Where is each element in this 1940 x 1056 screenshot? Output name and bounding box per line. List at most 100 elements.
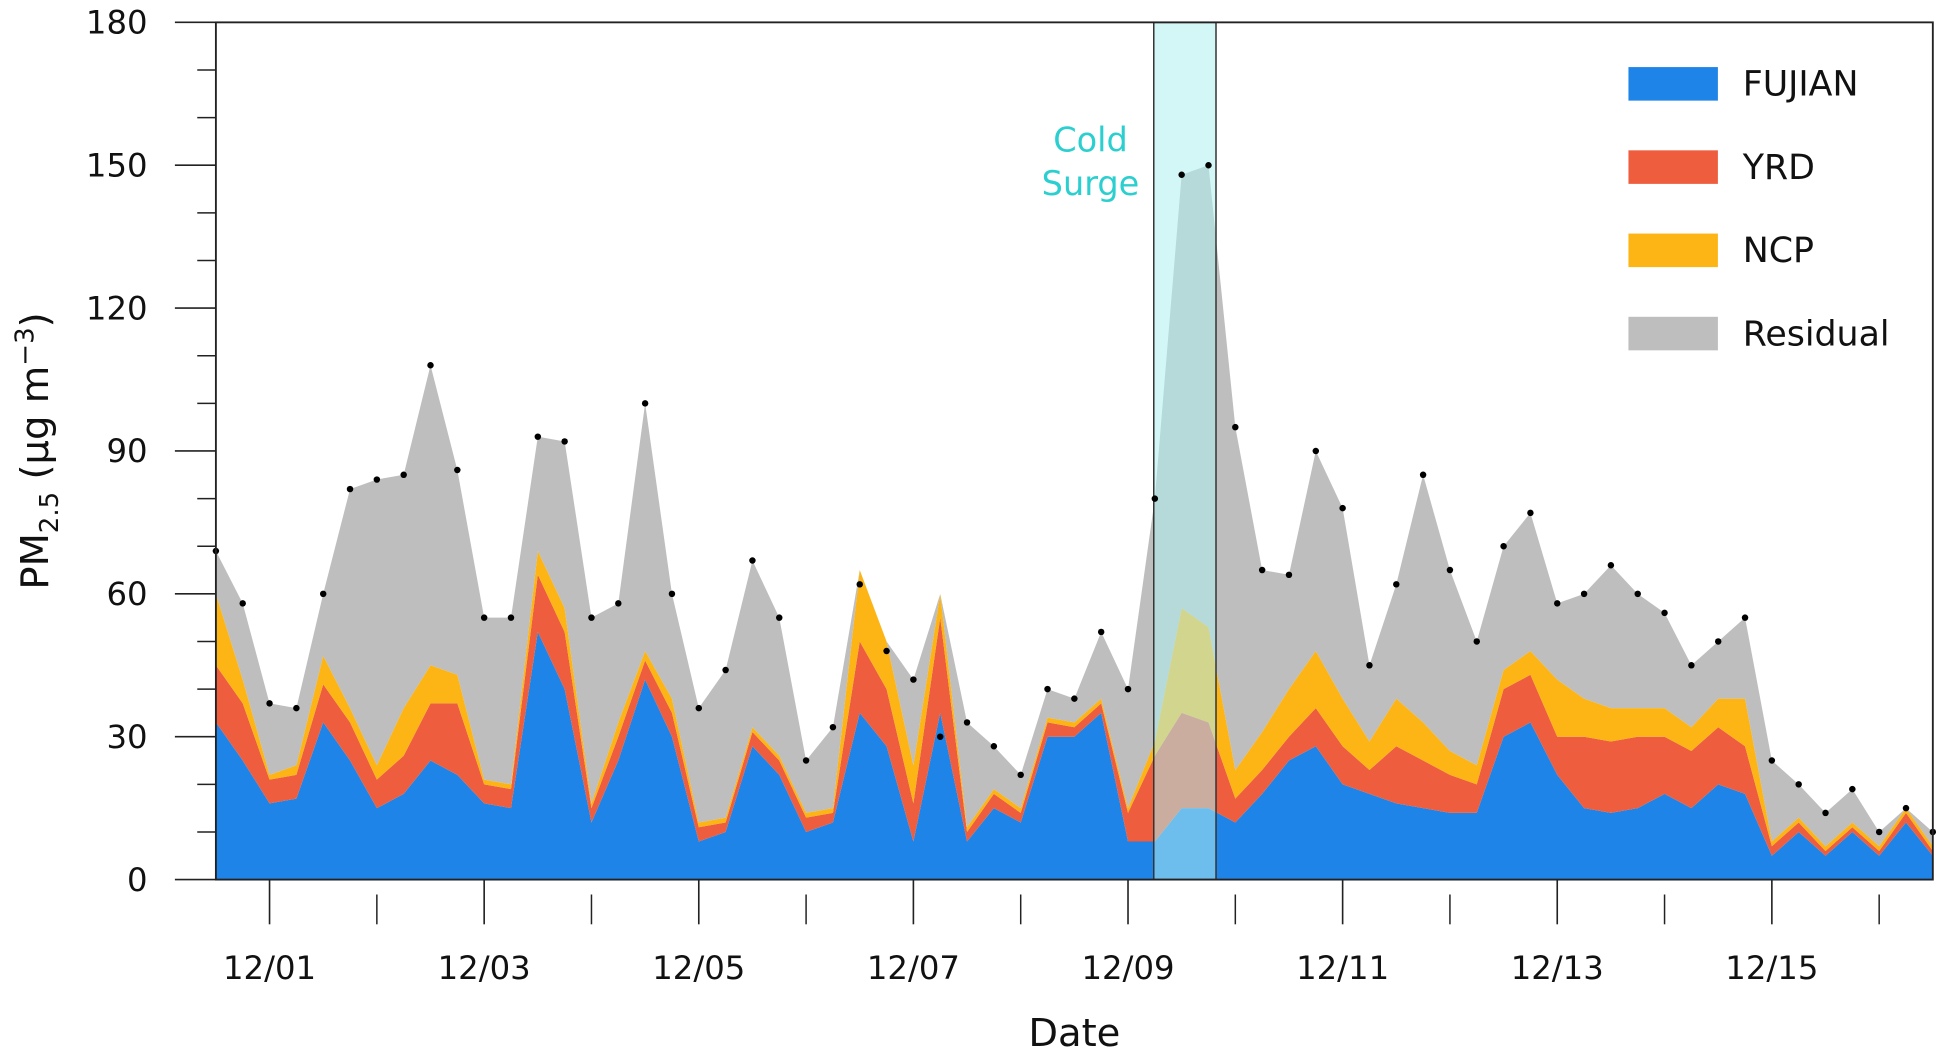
y-tick-label: 180 — [86, 4, 148, 42]
observed-dot — [1661, 609, 1668, 617]
observed-dot — [1339, 504, 1346, 512]
observed-dot — [1768, 757, 1776, 764]
x-tick-label: 12/01 — [223, 949, 316, 987]
y-tick-label: 0 — [127, 861, 148, 899]
cold-surge-band — [1153, 21, 1217, 881]
observed-dot — [1097, 628, 1105, 636]
observed-dot — [293, 704, 300, 712]
observed-dot — [1849, 785, 1856, 793]
observed-dot — [1258, 566, 1266, 574]
x-tick-label: 12/09 — [1081, 949, 1174, 987]
observed-dot — [1634, 590, 1641, 598]
observed-dot — [695, 704, 703, 712]
legend-swatch — [1628, 316, 1718, 351]
observed-dot — [1232, 423, 1239, 431]
observed-dot — [561, 438, 568, 445]
observed-dot — [1312, 447, 1320, 455]
legend-label: YRD — [1742, 148, 1815, 188]
x-tick-label: 12/11 — [1296, 949, 1389, 987]
observed-dot — [1124, 685, 1132, 693]
observed-dot — [507, 614, 515, 621]
observed-dot — [266, 700, 273, 707]
observed-dot — [346, 485, 354, 493]
observed-dot — [615, 600, 622, 607]
observed-dot — [1607, 562, 1615, 569]
observed-dot — [749, 557, 756, 564]
legend-swatch — [1628, 150, 1718, 184]
y-tick-label: 120 — [86, 289, 148, 327]
x-axis-label: Date — [1028, 1011, 1120, 1056]
observed-dot — [1151, 495, 1159, 502]
legend-swatch — [1628, 67, 1718, 101]
observed-dot — [963, 719, 971, 726]
observed-dot — [1393, 581, 1400, 588]
observed-dot — [400, 471, 407, 479]
observed-dot — [1875, 828, 1883, 836]
observed-dot — [802, 757, 810, 764]
observed-dot — [668, 590, 676, 598]
legend-label: Residual — [1743, 314, 1890, 354]
observed-dot — [454, 466, 461, 474]
area-3 — [215, 165, 1933, 847]
observed-dot — [1554, 600, 1561, 607]
observed-dot — [534, 433, 542, 440]
observed-dot — [1205, 162, 1212, 169]
observed-dot — [1500, 542, 1507, 550]
y-label-main: PM — [13, 533, 58, 589]
observed-dot — [856, 581, 863, 588]
observed-dot — [319, 590, 327, 598]
observed-dot — [936, 733, 944, 740]
observed-dot — [990, 743, 998, 750]
x-tick-label: 12/15 — [1725, 949, 1818, 987]
observed-dot — [1071, 695, 1078, 702]
y-tick-label: 90 — [106, 432, 147, 470]
observed-dot — [776, 614, 783, 621]
observed-dot — [427, 362, 434, 369]
y-tick-label: 30 — [106, 718, 147, 756]
observed-dot — [1795, 781, 1802, 788]
y-tick-label: 60 — [106, 575, 147, 613]
observed-dot — [1527, 509, 1534, 517]
observed-dot — [1741, 614, 1749, 621]
area-2 — [215, 550, 1933, 852]
observed-dot — [1473, 638, 1480, 645]
observed-dot — [480, 614, 488, 621]
x-tick-label: 12/05 — [652, 949, 745, 987]
observed-dot — [1419, 471, 1427, 479]
observed-dot — [1822, 809, 1829, 817]
observed-dot — [1044, 685, 1051, 693]
y-label-unit: (μg m — [13, 366, 58, 492]
annotation: Surge — [1042, 164, 1140, 203]
y-axis-label: PM2.5 (μg m−3) — [10, 312, 65, 589]
observed-dot — [1178, 171, 1185, 178]
annotation: Cold — [1053, 121, 1128, 160]
observed-dot — [1902, 804, 1910, 812]
legend-label: NCP — [1743, 231, 1814, 271]
y-label-sub: 2.5 — [35, 492, 65, 533]
observed-dot — [1580, 590, 1588, 598]
observed-dot — [910, 676, 917, 683]
x-tick-label: 12/13 — [1511, 949, 1604, 987]
y-label-sup: −3 — [10, 327, 40, 365]
observed-dot — [1688, 662, 1695, 669]
observed-dot — [722, 666, 729, 674]
y-tick-label: 150 — [86, 146, 148, 184]
area-1 — [215, 574, 1933, 856]
x-tick-label: 12/07 — [867, 949, 960, 987]
legend-swatch — [1628, 233, 1718, 268]
area-0 — [215, 631, 1933, 880]
observed-dot — [1366, 662, 1373, 669]
x-tick-label: 12/03 — [438, 949, 531, 987]
legend-label: FUJIAN — [1743, 65, 1859, 105]
observed-dot — [641, 400, 649, 407]
observed-dot — [829, 723, 837, 731]
observed-dot — [239, 600, 246, 607]
observed-dot — [1285, 571, 1293, 579]
observed-dot — [1017, 771, 1024, 779]
observed-dot — [373, 476, 381, 483]
observed-dot — [588, 614, 595, 621]
observed-dot — [883, 647, 890, 655]
observed-dot — [1714, 638, 1722, 645]
y-label-close: ) — [13, 312, 58, 327]
